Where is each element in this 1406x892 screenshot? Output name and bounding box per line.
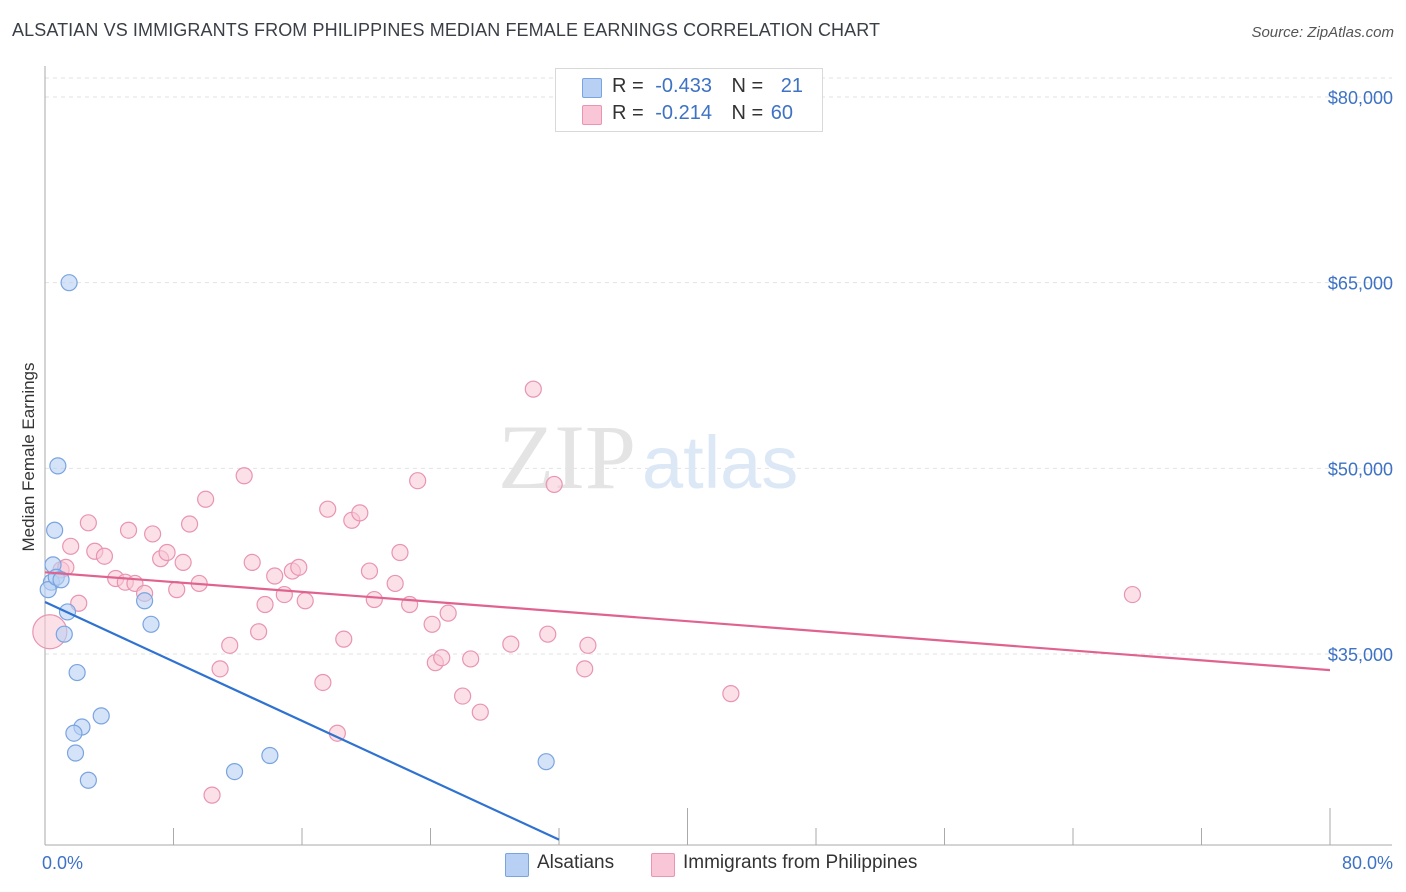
point-philippines (211, 660, 229, 678)
y-tick-label: $65,000 (1328, 274, 1393, 294)
point-philippines (180, 515, 199, 533)
legend-swatch-blue (582, 78, 602, 98)
point-philippines (290, 558, 308, 576)
point-philippines (524, 380, 542, 398)
legend-n-label-2: N = (731, 102, 764, 124)
point-alsatians (55, 625, 73, 643)
point-alsatians (65, 724, 83, 742)
legend-r-value-1: -0.433 (655, 75, 712, 97)
legend-r-label-1: R = (612, 75, 644, 97)
point-philippines (471, 703, 489, 721)
chart-title: ALSATIAN VS IMMIGRANTS FROM PHILIPPINES … (12, 20, 881, 40)
point-philippines (266, 567, 284, 585)
y-tick-label: $80,000 (1328, 88, 1393, 108)
point-philippines (319, 500, 337, 518)
point-philippines (95, 547, 114, 565)
point-philippines (391, 543, 409, 562)
series-alsatians-points (39, 274, 555, 789)
point-philippines (439, 604, 457, 622)
point-philippines (409, 472, 427, 490)
bottom-legend-label-alsatians: Alsatians (537, 852, 615, 873)
legend-r-label-2: R = (612, 102, 644, 124)
point-philippines (351, 504, 369, 522)
legend-swatch-pink (582, 105, 602, 125)
trendlines (44, 571, 1331, 841)
point-alsatians (52, 571, 70, 589)
point-philippines (545, 475, 563, 494)
point-philippines (386, 574, 404, 593)
point-philippines (203, 786, 221, 804)
x-tick-label-min: 0.0% (42, 853, 83, 873)
point-alsatians (225, 762, 244, 781)
bottom-legend-label-philippines: Immigrants from Philippines (683, 852, 918, 873)
point-alsatians (49, 457, 67, 475)
point-alsatians (135, 592, 154, 610)
point-philippines (168, 581, 186, 599)
point-philippines (250, 623, 268, 641)
point-philippines (576, 660, 594, 678)
point-philippines (462, 650, 480, 668)
point-philippines (1123, 585, 1142, 604)
point-alsatians (92, 707, 110, 725)
point-philippines (221, 636, 239, 654)
point-alsatians (68, 663, 86, 682)
point-philippines (502, 635, 520, 653)
point-philippines (423, 615, 441, 633)
correlation-legend: R = -0.433 N = 21 R = -0.214 N = 60 (555, 68, 823, 132)
point-alsatians (39, 581, 57, 599)
point-philippines (256, 595, 274, 614)
point-alsatians (46, 521, 64, 539)
point-philippines (365, 590, 383, 609)
point-philippines (433, 649, 451, 667)
watermark-zip: ZIP (498, 406, 636, 508)
trendline-philippines (44, 571, 1331, 672)
point-philippines (119, 521, 138, 539)
tick-labels: $35,000 $50,000 $65,000 $80,000 0.0% 80.0% (42, 88, 1393, 873)
legend-n-value-2: 60 (770, 102, 794, 124)
point-philippines (454, 687, 472, 705)
legend-n-label-1: N = (731, 75, 764, 97)
point-philippines (197, 490, 215, 508)
point-philippines (335, 630, 353, 648)
watermark: ZIP atlas (498, 406, 798, 508)
bottom-legend-swatch-pink (651, 853, 675, 877)
point-philippines (579, 636, 597, 654)
point-philippines (158, 543, 176, 562)
point-alsatians (537, 753, 555, 771)
y-tick-label: $35,000 (1328, 645, 1393, 665)
point-philippines (174, 553, 192, 572)
legend-n-value-1: 21 (780, 75, 804, 97)
source-label: Source: ZipAtlas.com (1251, 24, 1394, 41)
point-philippines (70, 594, 88, 612)
y-tick-label: $50,000 (1328, 459, 1393, 479)
y-axis-title: Median Female Earnings (19, 363, 38, 552)
axes (44, 66, 1392, 846)
point-philippines (722, 685, 740, 703)
point-alsatians (261, 746, 279, 765)
point-philippines (539, 625, 557, 643)
point-alsatians (142, 615, 160, 633)
point-philippines (79, 514, 97, 532)
point-philippines (235, 467, 253, 485)
point-philippines (314, 673, 332, 692)
point-alsatians (60, 274, 78, 292)
point-philippines (296, 592, 314, 610)
watermark-atlas: atlas (642, 421, 798, 504)
point-alsatians (79, 771, 97, 789)
point-philippines (360, 562, 379, 580)
point-philippines (275, 585, 293, 604)
point-philippines (243, 553, 261, 572)
point-philippines (62, 537, 80, 555)
point-philippines (144, 525, 162, 543)
x-tick-label-max: 80.0% (1342, 853, 1393, 873)
legend-r-value-2: -0.214 (655, 102, 712, 124)
trendline-alsatians (44, 601, 560, 841)
bottom-legend-swatch-blue (505, 853, 529, 877)
point-alsatians (66, 744, 85, 762)
